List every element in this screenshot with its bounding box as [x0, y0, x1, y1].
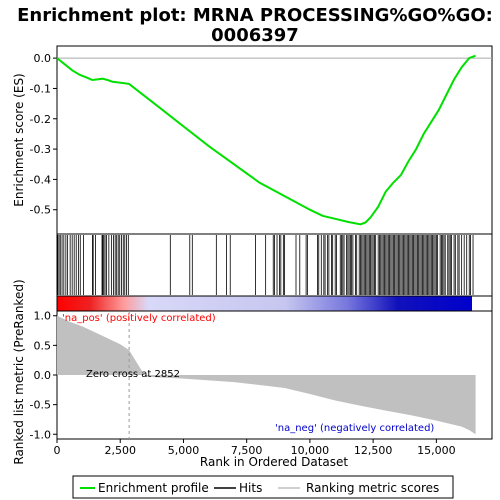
x-tick-label: 7,500 [231, 444, 263, 457]
metric-y-axis: 1.0 0.5 0.0 -0.5 -1.0 [30, 310, 57, 441]
legend-hits-label: Hits [239, 481, 262, 495]
enrichment-profile-line [56, 54, 476, 226]
metric-y-tick-label: 1.0 [34, 310, 52, 323]
es-y-tick-label: -0.4 [30, 173, 51, 186]
legend-box [72, 475, 454, 499]
legend-profile-label: Enrichment profile [98, 481, 209, 495]
chart-title-line1: Enrichment plot: MRNA PROCESSING%GO%GO: [17, 5, 493, 26]
hits-marks [57, 235, 474, 295]
es-y-tick-label: -0.5 [30, 204, 51, 217]
es-y-tick-label: -0.2 [30, 113, 51, 126]
es-panel [56, 45, 493, 235]
neg-annotation: 'na_neg' (negatively correlated) [275, 423, 434, 434]
ranking-color-bar [57, 296, 472, 311]
x-axis-label: Rank in Ordered Dataset [200, 455, 348, 469]
ranking-metric-area [57, 315, 476, 435]
zero-cross-annotation: Zero cross at 2852 [86, 369, 180, 380]
metric-y-tick-label: 0.0 [34, 369, 52, 382]
es-y-axis: 0.0 -0.1 -0.2 -0.3 -0.4 -0.5 [30, 52, 57, 217]
x-tick-label: 10,000 [291, 444, 330, 457]
es-y-axis-label: Enrichment score (ES) [12, 73, 26, 206]
metric-y-axis-label: Ranked list metric (PreRanked) [12, 279, 26, 464]
metric-y-tick-label: -1.0 [30, 428, 51, 441]
metric-y-tick-label: 0.5 [34, 339, 52, 352]
x-tick-label: 0 [54, 444, 61, 457]
pos-annotation: 'na_pos' (positively correlated) [62, 313, 216, 324]
x-tick-label: 15,000 [417, 444, 456, 457]
metric-y-tick-label: -0.5 [30, 399, 51, 412]
chart-title-line2: 0006397 [211, 25, 299, 46]
legend-metric-label: Ranking metric scores [306, 481, 439, 495]
es-y-tick-label: -0.3 [30, 143, 51, 156]
x-tick-label: 2,500 [104, 444, 136, 457]
x-tick-label: 12,500 [354, 444, 393, 457]
x-axis: 0 2,500 5,000 7,500 10,000 12,500 15,000 [54, 439, 456, 457]
x-tick-label: 5,000 [168, 444, 200, 457]
es-y-tick-label: -0.1 [30, 82, 51, 95]
es-y-tick-label: 0.0 [34, 52, 52, 65]
